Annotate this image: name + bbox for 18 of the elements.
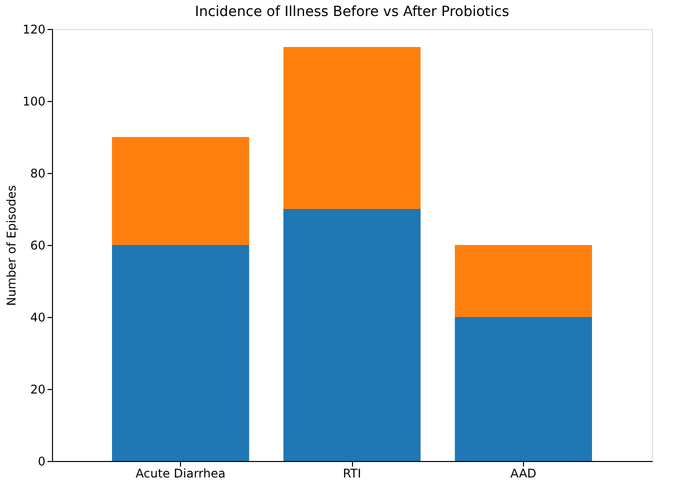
- bar: [283, 209, 421, 461]
- x-tick-label: RTI: [342, 466, 362, 480]
- bar: [283, 47, 421, 209]
- chart-title: Incidence of Illness Before vs After Probiotics: [194, 4, 510, 20]
- y-tick-label: 40: [30, 310, 46, 324]
- bar: [112, 137, 250, 245]
- bar: [454, 317, 592, 461]
- y-axis-title: Number of Episodes: [4, 185, 19, 306]
- y-tick-label: 60: [30, 238, 46, 252]
- bar: [454, 245, 592, 317]
- y-tick-label: 100: [22, 94, 46, 108]
- bar: [112, 245, 250, 461]
- y-tick-label: 20: [30, 382, 46, 396]
- y-tick-label: 0: [38, 454, 46, 468]
- y-tick-label: 120: [22, 22, 46, 36]
- x-tick-label: AAD: [510, 466, 536, 480]
- y-tick-label: 80: [30, 166, 46, 180]
- x-tick-label: Acute Diarrhea: [136, 466, 226, 480]
